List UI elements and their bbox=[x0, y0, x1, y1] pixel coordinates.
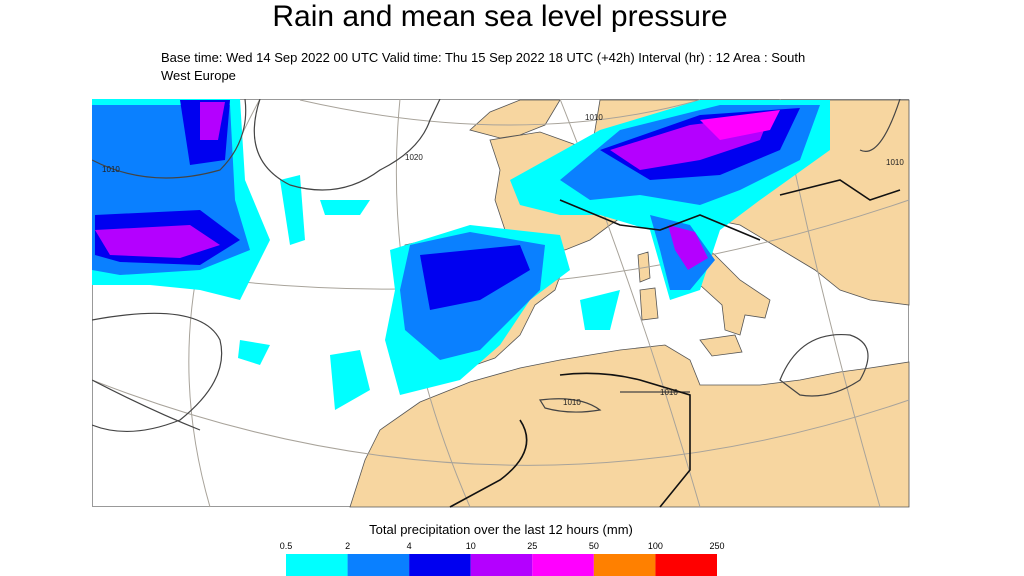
legend-title: Total precipitation over the last 12 hou… bbox=[369, 522, 633, 537]
colorbar-segment bbox=[347, 554, 410, 576]
colorbar-segment bbox=[655, 554, 717, 576]
colorbar-tick-label: 250 bbox=[709, 541, 724, 551]
legend: Total precipitation over the last 12 hou… bbox=[280, 522, 725, 576]
precipitation bbox=[92, 99, 830, 410]
isobar-label: 1010 bbox=[563, 398, 581, 407]
colorbar-tick-label: 0.5 bbox=[280, 541, 293, 551]
subtitle: Base time: Wed 14 Sep 2022 00 UTC Valid … bbox=[161, 50, 806, 83]
colorbar-segment bbox=[409, 554, 471, 576]
isobar-label: 1010 bbox=[585, 113, 603, 122]
colorbar-segment bbox=[593, 554, 656, 576]
colorbar-segment bbox=[470, 554, 533, 576]
colorbar-tick-label: 25 bbox=[527, 541, 537, 551]
isobars bbox=[92, 99, 901, 508]
isobar-label: 1010 bbox=[102, 165, 120, 174]
colorbar-tick-label: 10 bbox=[466, 541, 476, 551]
colorbar-segment bbox=[532, 554, 594, 576]
title: Rain and mean sea level pressure bbox=[272, 0, 728, 33]
isobar-labels: 1010 1020 1010 1010 1010 1010 bbox=[102, 113, 904, 407]
colorbar-tick-label: 50 bbox=[589, 541, 599, 551]
isobar-label: 1010 bbox=[660, 388, 678, 397]
isobar-label: 1010 bbox=[886, 158, 904, 167]
colorbar-segment bbox=[286, 554, 348, 576]
isobar-label: 1020 bbox=[405, 153, 423, 162]
colorbar-tick-label: 2 bbox=[345, 541, 350, 551]
colorbar-tick-label: 4 bbox=[407, 541, 412, 551]
colorbar-tick-label: 100 bbox=[648, 541, 663, 551]
map: 1010 1020 1010 1010 1010 1010 bbox=[92, 99, 910, 508]
